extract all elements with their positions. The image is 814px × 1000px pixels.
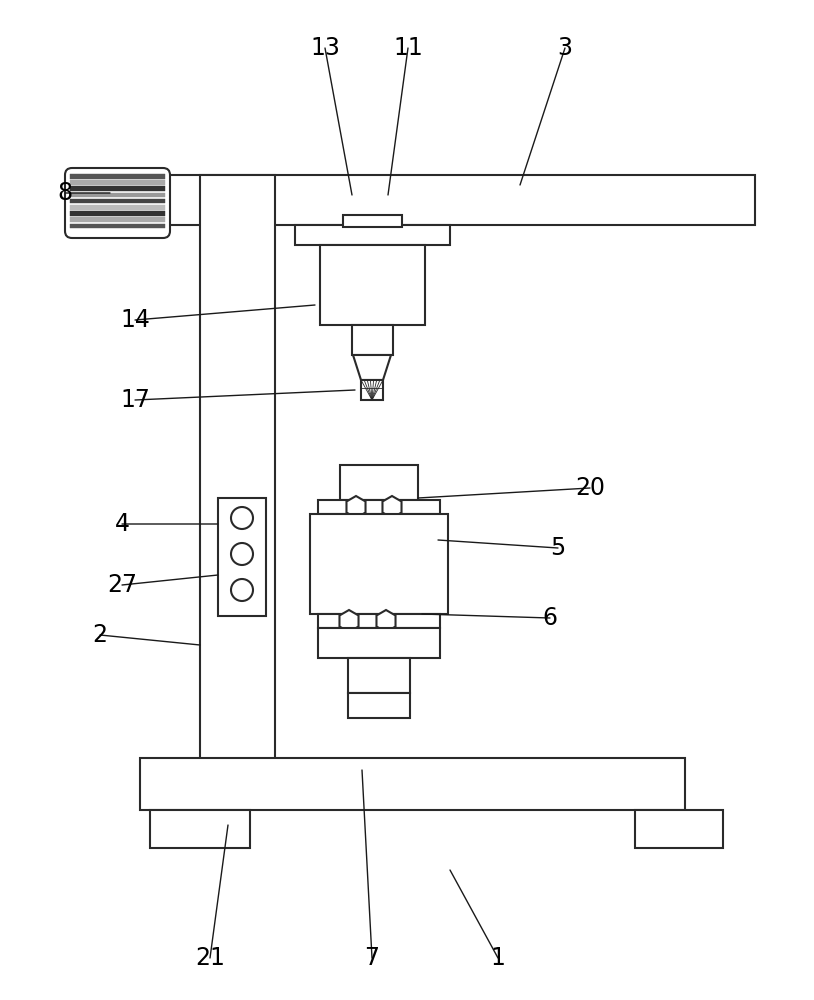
Polygon shape [361, 380, 383, 400]
Bar [635, 810, 723, 848]
Bar [340, 465, 418, 500]
Bar [318, 500, 440, 514]
Bar [165, 175, 755, 225]
Text: 4: 4 [115, 512, 129, 536]
Bar [348, 693, 410, 718]
Text: 1: 1 [491, 946, 505, 970]
Bar [70, 224, 165, 228]
Bar [343, 215, 402, 227]
Bar [318, 614, 440, 628]
Text: 5: 5 [550, 536, 566, 560]
Polygon shape [353, 355, 391, 380]
Text: 27: 27 [107, 573, 137, 597]
Bar [150, 810, 250, 848]
Text: 20: 20 [575, 476, 605, 500]
FancyBboxPatch shape [65, 168, 170, 238]
Bar [310, 514, 448, 614]
Text: 2: 2 [93, 623, 107, 647]
Text: 14: 14 [120, 308, 150, 332]
Text: 7: 7 [365, 946, 379, 970]
Bar [70, 217, 165, 222]
Text: 3: 3 [558, 36, 572, 60]
Text: 13: 13 [310, 36, 340, 60]
Polygon shape [376, 610, 396, 632]
Bar [348, 658, 410, 693]
Polygon shape [339, 610, 358, 632]
Bar [200, 175, 275, 765]
Bar [318, 628, 440, 658]
Bar [70, 193, 165, 197]
Bar [70, 199, 165, 203]
Bar [140, 758, 685, 810]
Bar [295, 225, 450, 245]
Text: 8: 8 [58, 181, 72, 205]
Polygon shape [383, 496, 401, 518]
Bar [70, 174, 165, 178]
Bar [70, 186, 165, 191]
Bar [352, 325, 393, 355]
Text: 11: 11 [393, 36, 423, 60]
Text: 6: 6 [542, 606, 558, 630]
Bar [70, 211, 165, 216]
Polygon shape [347, 496, 365, 518]
Bar [218, 498, 266, 616]
Text: 17: 17 [120, 388, 150, 412]
Text: 21: 21 [195, 946, 225, 970]
Bar [70, 180, 165, 185]
Bar [320, 245, 425, 325]
Bar [70, 205, 165, 210]
